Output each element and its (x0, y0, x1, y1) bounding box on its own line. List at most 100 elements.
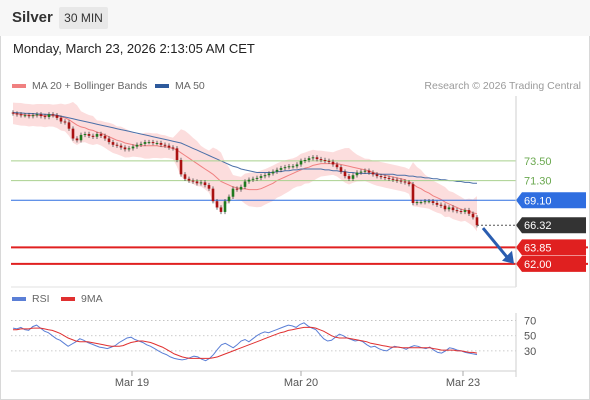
candle-body (363, 170, 367, 172)
candle-body (231, 188, 235, 197)
candle-body (255, 177, 259, 179)
candle-body (291, 166, 295, 168)
candle-body (303, 160, 307, 161)
candle-body (351, 175, 355, 179)
candle-body (199, 182, 203, 184)
rsi-tick-label: 50 (524, 331, 536, 343)
bollinger-band-area (13, 101, 477, 232)
candle-body (59, 117, 63, 122)
candle-body (11, 112, 15, 114)
candle-body (191, 180, 195, 182)
ma50-label: MA 50 (175, 80, 205, 92)
rsi-ma-line (13, 326, 478, 359)
candle-body (387, 177, 391, 179)
candle-body (463, 210, 467, 212)
level-label-support: 62.00 (516, 255, 586, 272)
candle-body (23, 115, 27, 117)
rsi-label: RSI (32, 293, 50, 305)
candle-body (435, 202, 439, 205)
candle-body (411, 184, 415, 203)
level-label-resistance: 71.30 (524, 176, 552, 188)
rsi-swatch (12, 297, 26, 301)
candle-body (239, 186, 243, 190)
candle-body (67, 122, 71, 129)
candle-body (267, 173, 271, 176)
candle-body (131, 146, 135, 149)
ma20-label: MA 20 + Bollinger Bands (32, 80, 148, 92)
candle-body (111, 142, 115, 145)
candle-body (159, 142, 163, 145)
candle-body (139, 143, 143, 145)
time-tick-label: Mar 19 (115, 377, 149, 389)
candle-body (243, 181, 247, 187)
candle-body (311, 157, 315, 159)
candle-body (271, 171, 275, 174)
candle-body (419, 202, 423, 204)
timeframe-button[interactable]: 30 MIN (59, 7, 108, 29)
level-label-current: 66.32 (516, 217, 586, 234)
rsi-tick-label: 70 (524, 316, 536, 328)
rsi-ma-label: 9MA (81, 293, 103, 305)
instrument-title: Silver (12, 9, 53, 26)
candle-body (163, 144, 167, 146)
level-label-box (516, 217, 586, 234)
candle-body (99, 134, 103, 136)
candle-body (171, 147, 175, 149)
candle-body (227, 196, 231, 202)
candle-body (167, 145, 171, 148)
candle-body (175, 148, 179, 160)
level-label-box (516, 255, 586, 272)
candle-body (299, 160, 303, 165)
candle-body (391, 178, 395, 180)
candle-body (395, 179, 399, 181)
level-label-box (516, 192, 586, 209)
candle-body (107, 138, 111, 143)
candle-body (307, 158, 311, 160)
candle-body (215, 201, 219, 208)
level-label-support: 63.85 (516, 239, 586, 256)
candle-body (259, 176, 263, 178)
level-label-text: 66.32 (524, 220, 552, 232)
candle-body (71, 128, 75, 139)
candle-body (127, 148, 131, 150)
candle-body (103, 135, 107, 139)
candle-body (275, 169, 279, 172)
candle-body (123, 147, 127, 150)
level-label-text: 73.50 (524, 156, 552, 168)
candle-body (283, 167, 287, 169)
candle-body (359, 171, 363, 173)
candle-body (367, 170, 371, 173)
candle-body (43, 116, 47, 118)
candle-body (263, 175, 267, 177)
candle-body (179, 160, 183, 175)
candle-body (431, 201, 435, 203)
candle-body (19, 114, 23, 116)
candle-body (35, 114, 39, 116)
candle-body (143, 142, 147, 144)
candle-body (323, 160, 327, 161)
candle-body (447, 207, 451, 210)
candle-body (319, 159, 323, 161)
legend-rsi: RSI (12, 293, 50, 305)
legend-ma50: MA 50 (155, 80, 205, 92)
candle-body (415, 202, 419, 204)
level-label-resistance: 73.50 (524, 156, 552, 168)
level-label-text: 71.30 (524, 176, 552, 188)
candle-body (355, 172, 359, 176)
candle-body (63, 121, 67, 123)
candle-body (331, 161, 335, 165)
legend-rsi-ma: 9MA (61, 293, 103, 305)
level-label-text: 62.00 (524, 259, 552, 271)
candle-body (327, 160, 331, 162)
candle-body (379, 176, 383, 178)
candle-body (407, 182, 411, 185)
research-credit: Research © 2026 Trading Central (424, 80, 581, 92)
candle-body (119, 145, 123, 148)
candle-body (335, 164, 339, 168)
candle-body (47, 114, 51, 118)
candle-body (251, 178, 255, 180)
candle-body (455, 210, 459, 212)
candle-body (451, 207, 455, 211)
candle-body (55, 115, 59, 118)
candle-body (339, 167, 343, 172)
